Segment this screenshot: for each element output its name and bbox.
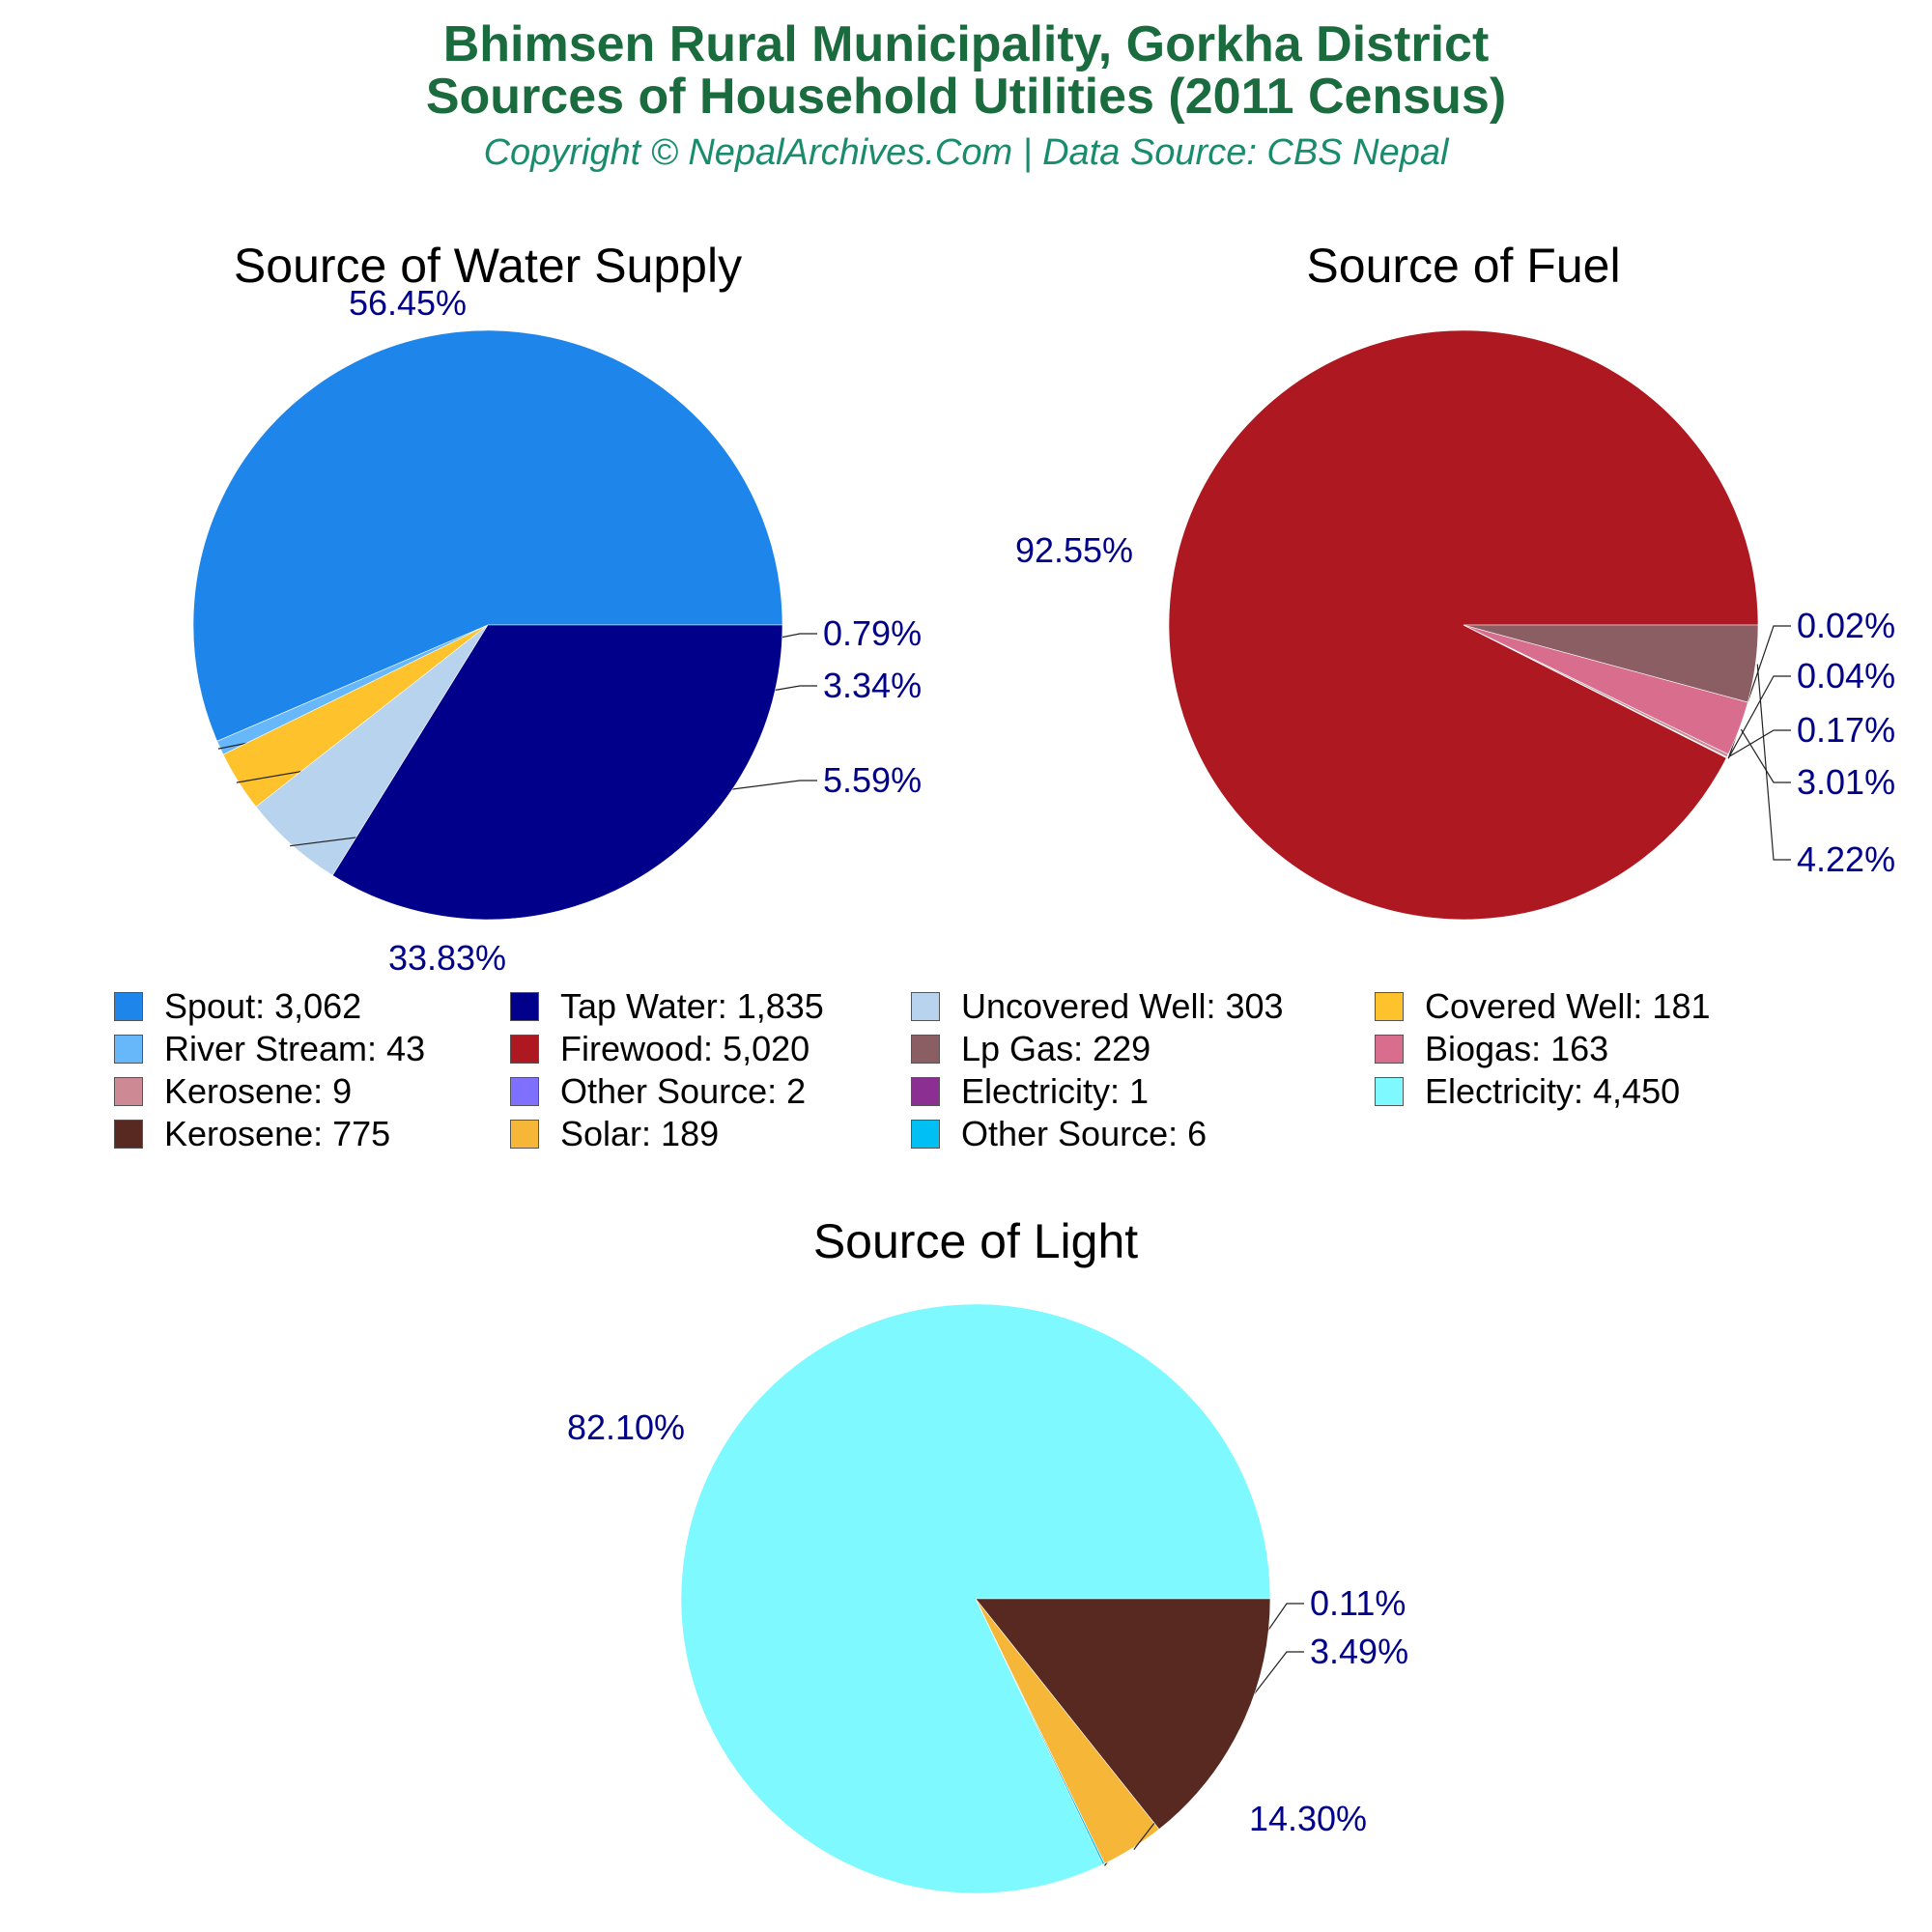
legend-item: Tap Water: 1,835 [510, 986, 824, 1026]
legend-label: Electricity: 4,450 [1425, 1071, 1681, 1111]
legend-item: Other Source: 6 [911, 1114, 1208, 1153]
legend-label: Kerosene: 9 [164, 1071, 353, 1111]
pie-chart-2: Source of Fuel 92.55% 0.04% 0.02% 0.17% 3.01%… [1015, 239, 1895, 921]
legend-label: Electricity: 1 [961, 1071, 1150, 1111]
pie-title: Source of Water Supply [234, 239, 742, 293]
legend-label: Uncovered Well: 303 [961, 986, 1284, 1026]
page-title-line1: Bhimsen Rural Municipality, Gorkha Distr… [442, 16, 1490, 72]
legend-item: Solar: 189 [510, 1114, 720, 1153]
legend-swatch [114, 1120, 143, 1149]
slice-percent-label: 0.02% [1797, 606, 1895, 645]
legend-label: Spout: 3,062 [164, 986, 362, 1026]
leader-line [1756, 664, 1791, 861]
slice-percent-label: 33.83% [388, 938, 506, 978]
legend-label: Firewood: 5,020 [560, 1029, 810, 1068]
legend-item: Electricity: 4,450 [1375, 1071, 1681, 1111]
page-title-line2: Sources of Household Utilities (2011 Cen… [425, 69, 1507, 125]
leader-line [1727, 675, 1791, 759]
legend-item: Firewood: 5,020 [510, 1029, 810, 1068]
legend-label: River Stream: 43 [164, 1029, 426, 1068]
slice-percent-label: 5.59% [823, 760, 922, 800]
pie-slice-lp-gas [1463, 624, 1759, 703]
legend-swatch [911, 1120, 940, 1149]
legend-item: Other Source: 2 [510, 1071, 807, 1111]
pie-title: Source of Fuel [1306, 239, 1620, 293]
pie-slice-tap-water [331, 624, 783, 921]
legend-swatch [114, 1077, 143, 1106]
slice-percent-label: 4.22% [1797, 839, 1895, 879]
legend-item: Biogas: 163 [1375, 1029, 1609, 1068]
legend-item: River Stream: 43 [114, 1029, 426, 1068]
legend-swatch [1375, 992, 1404, 1021]
legend-swatch [1375, 1035, 1404, 1064]
slice-percent-label: 82.10% [567, 1407, 685, 1447]
legend-label: Covered Well: 181 [1425, 986, 1711, 1026]
slice-percent-label: 14.30% [1249, 1799, 1367, 1838]
legend-swatch [510, 1077, 539, 1106]
legend-item: Kerosene: 9 [114, 1071, 353, 1111]
legend-swatch [911, 992, 940, 1021]
legend-swatch [510, 1120, 539, 1149]
legend-swatch [114, 1035, 143, 1064]
leader-line [1740, 728, 1791, 783]
legend-label: Tap Water: 1,835 [560, 986, 824, 1026]
legend-label: Kerosene: 775 [164, 1114, 391, 1153]
legend-label: Biogas: 163 [1425, 1029, 1609, 1068]
legend-item: Kerosene: 775 [114, 1114, 391, 1153]
legend-swatch [114, 992, 143, 1021]
legend-label: Lp Gas: 229 [961, 1029, 1151, 1068]
legend-swatch [1375, 1077, 1404, 1106]
page-subtitle: Copyright © NepalArchives.Com | Data Sou… [483, 132, 1449, 173]
legend-label: Other Source: 6 [961, 1114, 1208, 1153]
legend-swatch [510, 992, 539, 1021]
legend-item: Spout: 3,062 [114, 986, 362, 1026]
slice-percent-label: 0.17% [1797, 710, 1895, 750]
legend-swatch [911, 1035, 940, 1064]
slice-percent-label: 92.55% [1015, 530, 1133, 570]
legend-item: Uncovered Well: 303 [911, 986, 1284, 1026]
pie-slice-spout [192, 329, 783, 742]
slice-percent-label: 3.01% [1797, 762, 1895, 802]
legend-swatch [911, 1077, 940, 1106]
legend-item: Covered Well: 181 [1375, 986, 1711, 1026]
legend-item: Electricity: 1 [911, 1071, 1150, 1111]
leader-line [1728, 729, 1791, 757]
slice-percent-label: 3.34% [823, 666, 922, 705]
pie-chart-3: Source of Light 82.10% 0.11% 3.49% 14.30% [567, 1214, 1408, 1894]
slice-percent-label: 3.49% [1310, 1632, 1408, 1671]
pie-title: Source of Light [813, 1214, 1138, 1268]
pie-slice-kerosene [975, 1598, 1271, 1831]
slice-percent-label: 0.79% [823, 613, 922, 653]
legend-label: Solar: 189 [560, 1114, 720, 1153]
slice-percent-label: 0.11% [1310, 1583, 1406, 1623]
legend-label: Other Source: 2 [560, 1071, 807, 1111]
legend-item: Lp Gas: 229 [911, 1029, 1151, 1068]
slice-percent-label: 56.45% [349, 283, 467, 323]
legend: Spout: 3,062 Tap Water: 1,835 Uncovered We… [114, 986, 1911, 1161]
slice-percent-label: 0.04% [1797, 656, 1895, 696]
legend-swatch [510, 1035, 539, 1064]
